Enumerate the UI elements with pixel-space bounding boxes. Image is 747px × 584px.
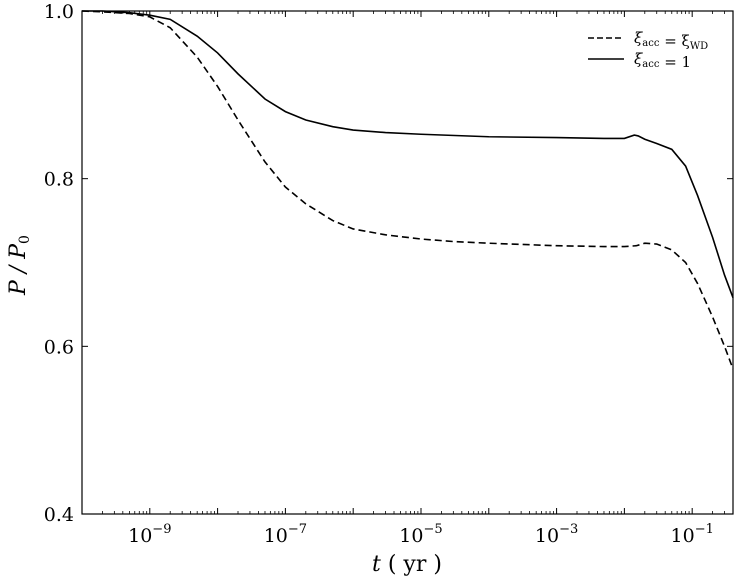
y-tick-label: 0.4 [44, 504, 74, 526]
series-line-dashed [81, 10, 734, 370]
legend-label: ξacc = ξWD [634, 29, 708, 52]
x-axis-label: t ( yr ) [372, 552, 442, 577]
y-tick-label: 0.8 [44, 169, 74, 191]
x-tick-label: 10−1 [671, 522, 714, 547]
plot-frame [81, 10, 734, 515]
x-tick-label: 10−7 [264, 522, 307, 547]
y-tick-label: 0.6 [44, 336, 74, 358]
plot-area [81, 10, 734, 515]
x-tick-label: 10−5 [399, 522, 442, 547]
x-tick-label: 10−9 [128, 522, 171, 547]
y-axis-ticks: 0.4 0.6 0.8 1.0 [44, 1, 733, 526]
x-tick-label: 10−3 [535, 522, 578, 547]
series-layer [81, 10, 734, 370]
y-axis-label: P / P0 [6, 235, 33, 296]
series-line-solid [82, 10, 734, 298]
legend-label: ξacc = 1 [634, 50, 691, 71]
x-axis-ticks: 10−9 10−7 10−5 10−3 10−1 [81, 11, 734, 547]
y-tick-label: 1.0 [44, 1, 74, 23]
